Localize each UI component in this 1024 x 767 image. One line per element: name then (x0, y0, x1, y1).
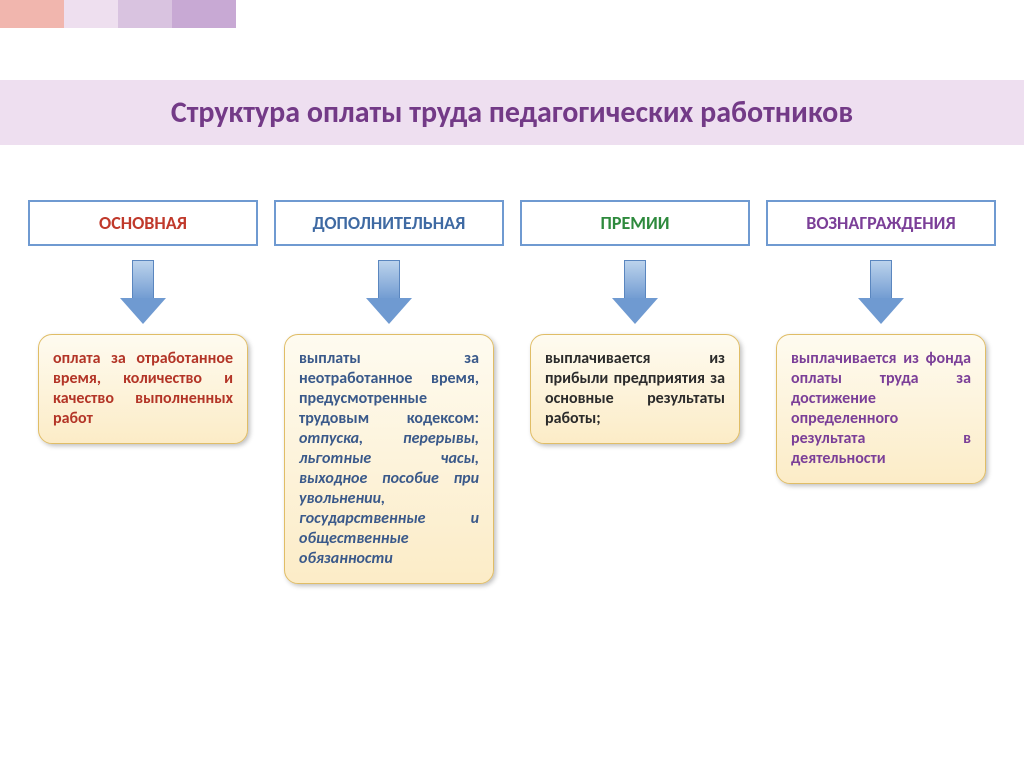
arrow-down-icon (858, 260, 904, 326)
arrow-down-icon (366, 260, 412, 326)
decor-block (64, 0, 118, 28)
column-description: выплачивается из прибыли предприятия за … (530, 334, 740, 444)
description-text: отпуска, перерывы, льготные часы, выходн… (299, 429, 479, 568)
column-description: выплачивается из фонда оплаты труда за д… (776, 334, 986, 484)
arrow-down-icon (120, 260, 166, 326)
diagram-column: ОСНОВНАЯ оплата за отработанное время, ко… (28, 200, 258, 584)
description-text: выплаты за неотработанное время, предусм… (299, 349, 479, 428)
column-header: ВОЗНАГРАЖДЕНИЯ (766, 200, 996, 246)
description-text: выплачивается из фонда оплаты труда за д… (791, 349, 971, 468)
decor-block (172, 0, 236, 28)
diagram-column: ВОЗНАГРАЖДЕНИЯ выплачивается из фонда опл… (766, 200, 996, 584)
diagram-column: ДОПОЛНИТЕЛЬНАЯ выплаты за неотработанное … (274, 200, 504, 584)
column-description: оплата за отработанное время, количество… (38, 334, 248, 444)
column-header: ОСНОВНАЯ (28, 200, 258, 246)
page-title: Структура оплаты труда педагогических ра… (0, 80, 1024, 145)
decor-block (118, 0, 172, 28)
decor-block (0, 0, 64, 28)
decor-blocks (0, 0, 236, 28)
description-text: оплата за отработанное время, количество… (53, 349, 233, 428)
column-header: ПРЕМИИ (520, 200, 750, 246)
description-text: выплачивается из прибыли предприятия за … (545, 349, 725, 428)
arrow-down-icon (612, 260, 658, 326)
column-description: выплаты за неотработанное время, предусм… (284, 334, 494, 584)
column-header: ДОПОЛНИТЕЛЬНАЯ (274, 200, 504, 246)
diagram-columns: ОСНОВНАЯ оплата за отработанное время, ко… (0, 200, 1024, 584)
diagram-column: ПРЕМИИ выплачивается из прибыли предприят… (520, 200, 750, 584)
